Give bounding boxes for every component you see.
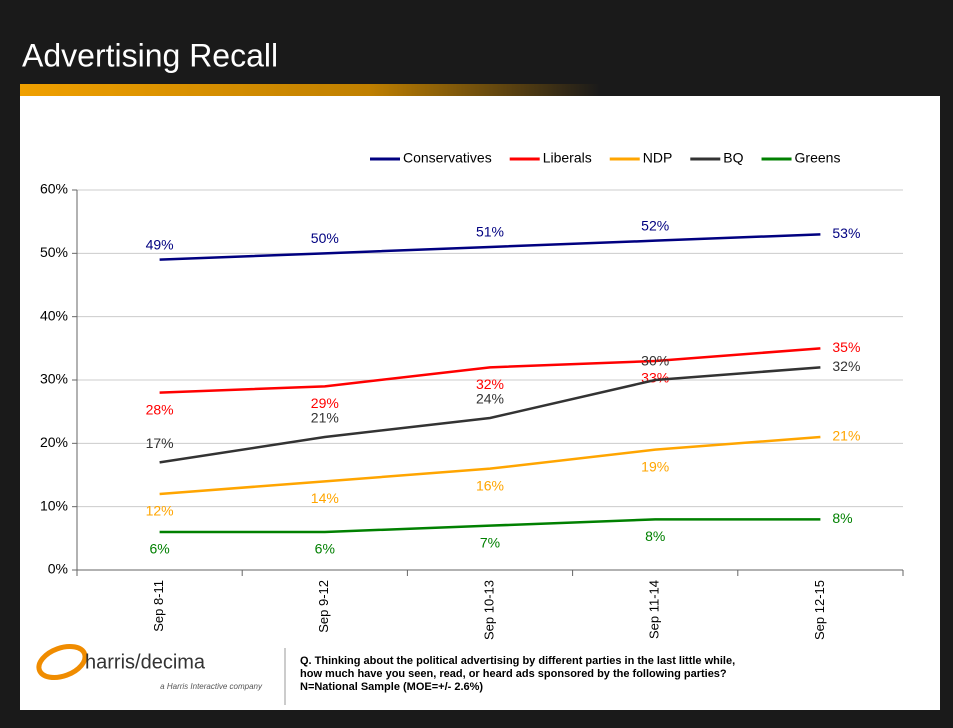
- chart-title: Advertising Recall: [22, 37, 278, 73]
- legend-label: Conservatives: [403, 150, 492, 166]
- data-label: 21%: [311, 410, 339, 426]
- logo-tagline: a Harris Interactive company: [160, 682, 263, 691]
- data-label: 24%: [476, 391, 504, 407]
- legend-label: BQ: [723, 150, 743, 166]
- data-label: 50%: [311, 230, 339, 246]
- title-underline: [20, 84, 600, 96]
- question: Q. Thinking about the political advertis…: [300, 655, 735, 667]
- data-label: 53%: [832, 225, 860, 241]
- data-label: 7%: [480, 534, 500, 550]
- data-label: 51%: [476, 224, 504, 240]
- panel: [20, 96, 940, 710]
- line: [159, 233, 821, 261]
- y-tick-label: 20%: [40, 434, 68, 450]
- data-label: 8%: [645, 528, 665, 544]
- data-label: 8%: [832, 510, 852, 526]
- data-label: 28%: [146, 401, 174, 417]
- data-label: 30%: [641, 353, 669, 369]
- line: [159, 518, 821, 534]
- y-tick-label: 60%: [40, 181, 68, 197]
- x-tick-label: Sep 8-11: [151, 580, 166, 632]
- y-tick-label: 10%: [40, 497, 68, 513]
- y-tick-label: 30%: [40, 371, 68, 387]
- data-label: 6%: [149, 541, 169, 557]
- y-tick-label: 0%: [48, 561, 68, 577]
- data-label: 32%: [832, 358, 860, 374]
- data-label: 52%: [641, 217, 669, 233]
- legend-label: Liberals: [543, 150, 592, 166]
- logo: harris/decima: [85, 651, 206, 673]
- logo-mark: [36, 643, 88, 681]
- data-label: 21%: [832, 428, 860, 444]
- x-tick-label: Sep 10-13: [481, 580, 496, 640]
- x-tick-label: Sep 11-14: [647, 580, 662, 639]
- line: [159, 366, 821, 464]
- legend-label: NDP: [643, 150, 673, 166]
- y-tick-label: 40%: [40, 307, 68, 323]
- x-tick-label: Sep 9-12: [316, 580, 331, 633]
- data-label: 14%: [311, 490, 339, 506]
- data-label: 16%: [476, 477, 504, 493]
- data-label: 49%: [146, 236, 174, 252]
- y-tick-label: 50%: [40, 244, 68, 260]
- data-label: 32%: [476, 376, 504, 392]
- data-label: 19%: [641, 458, 669, 474]
- data-label: 6%: [315, 541, 335, 557]
- plot: 0% 10% 20% 30% 40% 50% 60% Sep 8-11 Sep 9-12 Sep …: [40, 150, 904, 640]
- legend-label: Greens: [795, 150, 841, 166]
- x-tick-label: Sep 12-15: [812, 580, 827, 640]
- question: N=National Sample (MOE=+/- 2.6%): [300, 681, 483, 693]
- line: [159, 435, 821, 496]
- data-label: 17%: [146, 435, 174, 451]
- data-label: 35%: [832, 339, 860, 355]
- data-label: 29%: [311, 395, 339, 411]
- question: how much have you seen, read, or heard a…: [300, 668, 727, 680]
- line: [159, 347, 821, 394]
- data-label: 12%: [146, 503, 174, 519]
